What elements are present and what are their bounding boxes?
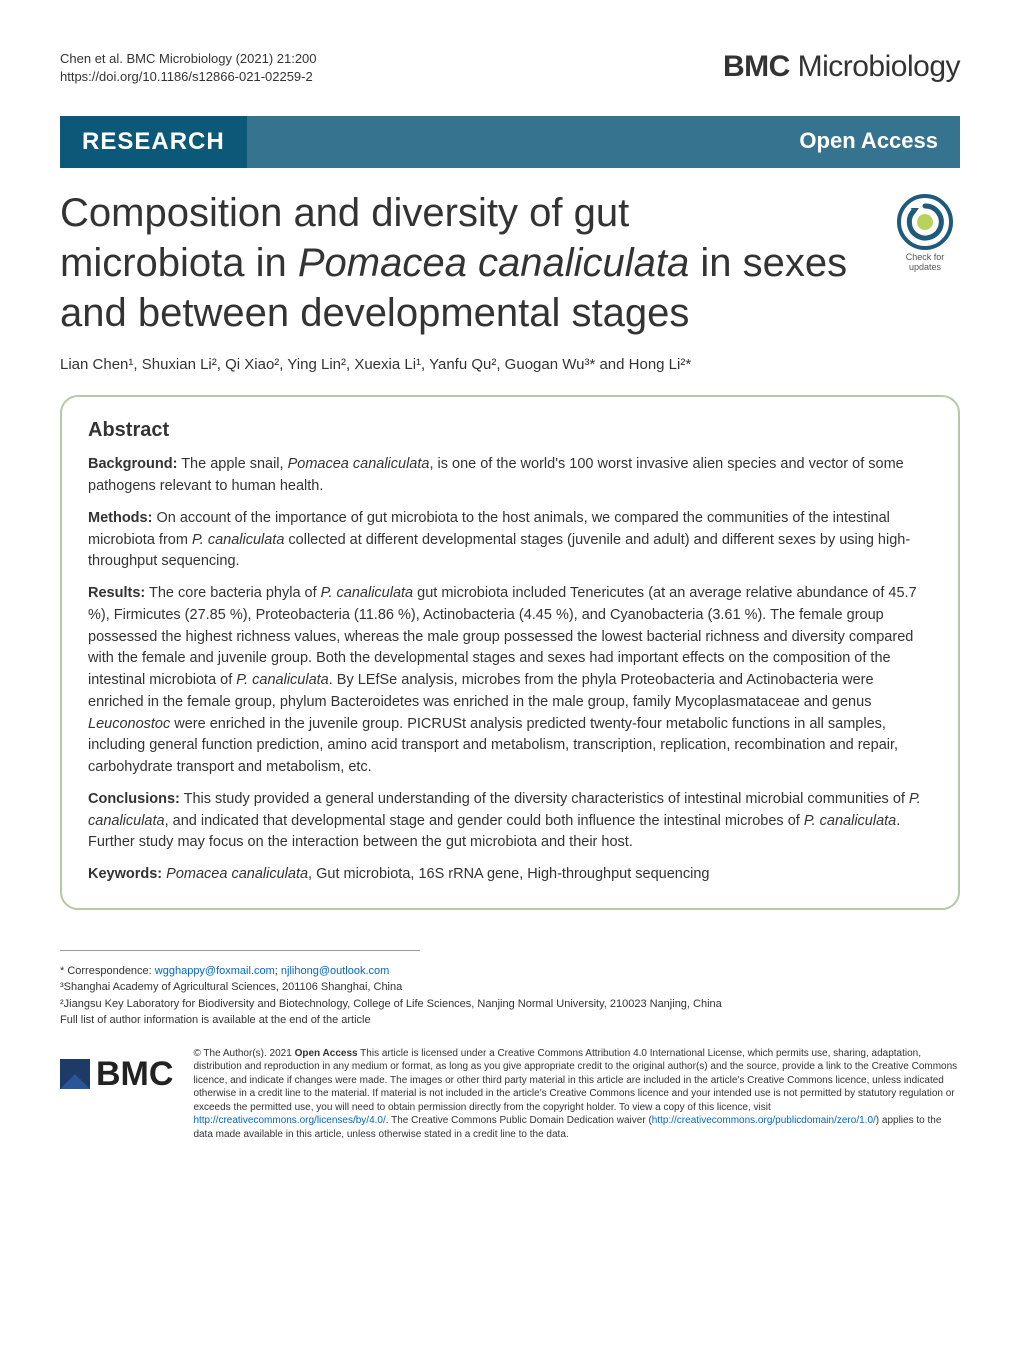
correspondence-email2[interactable]: njlihong@outlook.com [281,965,389,977]
affiliation-3: ³Shanghai Academy of Agricultural Scienc… [60,979,960,996]
abstract-results-label: Results: [88,585,145,601]
abstract-heading: Abstract [88,419,932,442]
affiliation-note: Full list of author information is avail… [60,1012,960,1029]
title-line2-post: in sexes [689,241,847,285]
abstract-results: Results: The core bacteria phyla of P. c… [88,583,932,779]
abstract-keywords: Keywords: Pomacea canaliculata, Gut micr… [88,864,932,886]
check-updates-icon [897,194,953,250]
citation-line2: https://doi.org/10.1186/s12866-021-02259… [60,68,317,86]
abstract-background-label: Background: [88,456,177,472]
citation-line1: Chen et al. BMC Microbiology (2021) 21:2… [60,50,317,68]
abstract-background: Background: The apple snail, Pomacea can… [88,454,932,498]
journal-suffix: Microbiology [790,50,960,83]
license-text: © The Author(s). 2021 Open Access This a… [193,1047,960,1142]
article-title: Composition and diversity of gut microbi… [60,188,870,338]
abstract-conclusions: Conclusions: This study provided a gener… [88,789,932,854]
check-updates-label: Check for updates [890,252,960,272]
bmc-logo-text: BMC [96,1055,173,1094]
citation: Chen et al. BMC Microbiology (2021) 21:2… [60,50,317,86]
affiliation-2: ²Jiangsu Key Laboratory for Biodiversity… [60,996,960,1013]
license-link2[interactable]: http://creativecommons.org/publicdomain/… [652,1115,876,1126]
journal-prefix: BMC [723,50,790,83]
authors: Lian Chen¹, Shuxian Li², Qi Xiao², Ying … [60,356,960,373]
title-line3: and between developmental stages [60,291,689,335]
title-line1: Composition and diversity of gut [60,191,629,235]
banner-gap [247,116,778,168]
abstract-conclusions-label: Conclusions: [88,791,180,807]
banner-research-label: RESEARCH [60,116,247,168]
page-container: Chen et al. BMC Microbiology (2021) 21:2… [0,0,1020,1171]
banner-open-access-label: Open Access [777,116,960,168]
license-link1[interactable]: http://creativecommons.org/licenses/by/4… [193,1115,385,1126]
correspondence: * Correspondence: wgghappy@foxmail.com; … [60,963,960,1029]
correspondence-prefix: * Correspondence: [60,965,155,977]
footer-separator [60,950,420,951]
journal-name: BMC Microbiology [723,50,960,84]
correspondence-email1[interactable]: wgghappy@foxmail.com [155,965,275,977]
article-type-banner: RESEARCH Open Access [60,116,960,168]
title-row: Composition and diversity of gut microbi… [60,188,960,338]
check-updates-badge[interactable]: Check for updates [890,194,960,272]
abstract-methods-label: Methods: [88,510,152,526]
title-line2-pre: microbiota in [60,241,298,285]
abstract-keywords-label: Keywords: [88,866,162,882]
abstract-methods: Methods: On account of the importance of… [88,508,932,573]
title-line2-italic: Pomacea canaliculata [298,241,689,285]
bottom-row: BMC © The Author(s). 2021 Open Access Th… [60,1047,960,1142]
abstract-box: Abstract Background: The apple snail, Po… [60,395,960,910]
bmc-logo-icon [60,1059,90,1089]
bmc-logo: BMC [60,1047,173,1094]
header: Chen et al. BMC Microbiology (2021) 21:2… [60,50,960,86]
